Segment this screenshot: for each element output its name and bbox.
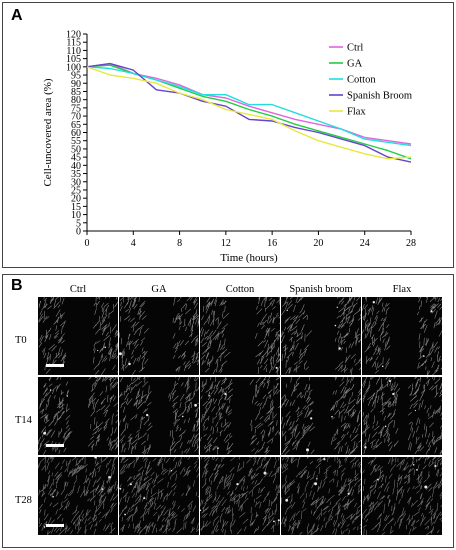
cell-texture (119, 297, 199, 375)
y-tick-label: 60 (71, 128, 81, 139)
micrograph-t0-cotton (200, 297, 280, 375)
y-tick-label: 65 (71, 120, 81, 131)
x-tick-label: 0 (85, 238, 90, 249)
cell-texture (362, 457, 442, 535)
cell-texture (281, 377, 361, 455)
column-label-ga: GA (151, 284, 167, 295)
column-label-spanish-broom: Spanish broom (289, 284, 353, 295)
panel-b: B Ctrl GA Cotton Spanish broom Flax T0 T… (2, 274, 454, 548)
y-tick-label: 110 (66, 46, 81, 57)
micrograph-t0-flax (362, 297, 442, 375)
y-tick-label: 85 (71, 87, 81, 98)
micrograph-t14-ga (119, 377, 199, 455)
series-line-spanish-broom (86, 62, 412, 163)
y-tick-label: 15 (71, 202, 81, 213)
scale-bar (46, 364, 64, 367)
legend-label-cotton: Cotton (347, 75, 376, 86)
cell-texture (119, 457, 199, 535)
y-tick-label: 70 (71, 112, 81, 123)
micrograph-t28-flax (362, 457, 442, 535)
x-tick-label: 28 (406, 238, 416, 249)
cell-texture (362, 297, 442, 375)
scale-bar (46, 444, 64, 447)
y-tick-label: 45 (71, 153, 81, 164)
series-line-flax (86, 66, 412, 160)
micrograph-t0-spanish-broom (281, 297, 361, 375)
x-tick-label: 20 (313, 238, 323, 249)
y-tick-label: 90 (71, 79, 81, 90)
x-tick-label: 8 (177, 238, 182, 249)
y-tick-label: 10 (71, 210, 81, 221)
y-tick-label: 5 (76, 218, 81, 229)
y-tick-label: 75 (71, 103, 81, 114)
x-tick-label: 4 (131, 238, 136, 249)
cell-texture (281, 297, 361, 375)
y-tick-label: 100 (66, 62, 81, 73)
micrograph-t28-ctrl (38, 457, 118, 535)
y-tick-label: 35 (71, 169, 81, 180)
micrograph-t14-spanish-broom (281, 377, 361, 455)
cell-texture (200, 457, 280, 535)
series-line-cotton (86, 66, 412, 147)
x-tick-label: 16 (267, 238, 277, 249)
micrograph-t14-cotton (200, 377, 280, 455)
y-tick-label: 30 (71, 177, 81, 188)
y-tick-label: 115 (66, 38, 81, 49)
y-tick-label: 25 (71, 185, 81, 196)
row-label-t14: T14 (15, 415, 32, 426)
row-label-t28: T28 (15, 495, 32, 506)
column-label-ctrl: Ctrl (69, 284, 87, 295)
legend-label-flax: Flax (347, 107, 366, 118)
legend-label-ga: GA (347, 59, 363, 70)
x-tick-label: 12 (221, 238, 231, 249)
micrograph-t0-ctrl (38, 297, 118, 375)
legend-label-spanish-broom: Spanish Broom (347, 91, 412, 102)
legend-label-ctrl: Ctrl (347, 43, 363, 54)
scale-bar (46, 524, 64, 527)
column-label-flax: Flax (392, 284, 412, 295)
x-axis-label: Time (hours) (220, 252, 278, 264)
y-tick-label: 95 (71, 71, 81, 82)
y-tick-label: 40 (71, 161, 81, 172)
micrograph-t14-ctrl (38, 377, 118, 455)
cell-texture (362, 377, 442, 455)
column-label-cotton: Cotton (225, 284, 255, 295)
cell-texture (119, 377, 199, 455)
cell-texture (38, 297, 118, 375)
micrograph-t14-flax (362, 377, 442, 455)
cell-texture (38, 377, 118, 455)
panel-a: A 0 5 10 15 20 25 30 35 40 45 50 55 60 65 70 75 80 85 90 95… (2, 2, 454, 268)
x-tick-label: 24 (360, 238, 370, 249)
y-tick-label: 20 (71, 194, 81, 205)
micrograph-t28-spanish-broom (281, 457, 361, 535)
cell-texture (281, 457, 361, 535)
panel-b-label: B (11, 277, 23, 294)
y-tick-label: 105 (66, 54, 81, 65)
panel-a-label: A (11, 7, 23, 24)
micrograph-t28-ga (119, 457, 199, 535)
y-tick-label: 55 (71, 136, 81, 147)
cell-texture (200, 377, 280, 455)
y-tick-label: 120 (66, 30, 81, 41)
micrograph-t0-ga (119, 297, 199, 375)
y-tick-label: 80 (71, 95, 81, 106)
row-label-t0: T0 (15, 335, 27, 346)
micrograph-t28-cotton (200, 457, 280, 535)
cell-texture (38, 457, 118, 535)
y-axis-label: Cell-uncovered area (%) (42, 78, 54, 186)
y-tick-label: 0 (76, 227, 81, 238)
uncovered-area-line-chart: 0510152025303540455055606570758085909510… (42, 30, 416, 265)
cell-texture (200, 297, 280, 375)
y-tick-label: 50 (71, 144, 81, 155)
